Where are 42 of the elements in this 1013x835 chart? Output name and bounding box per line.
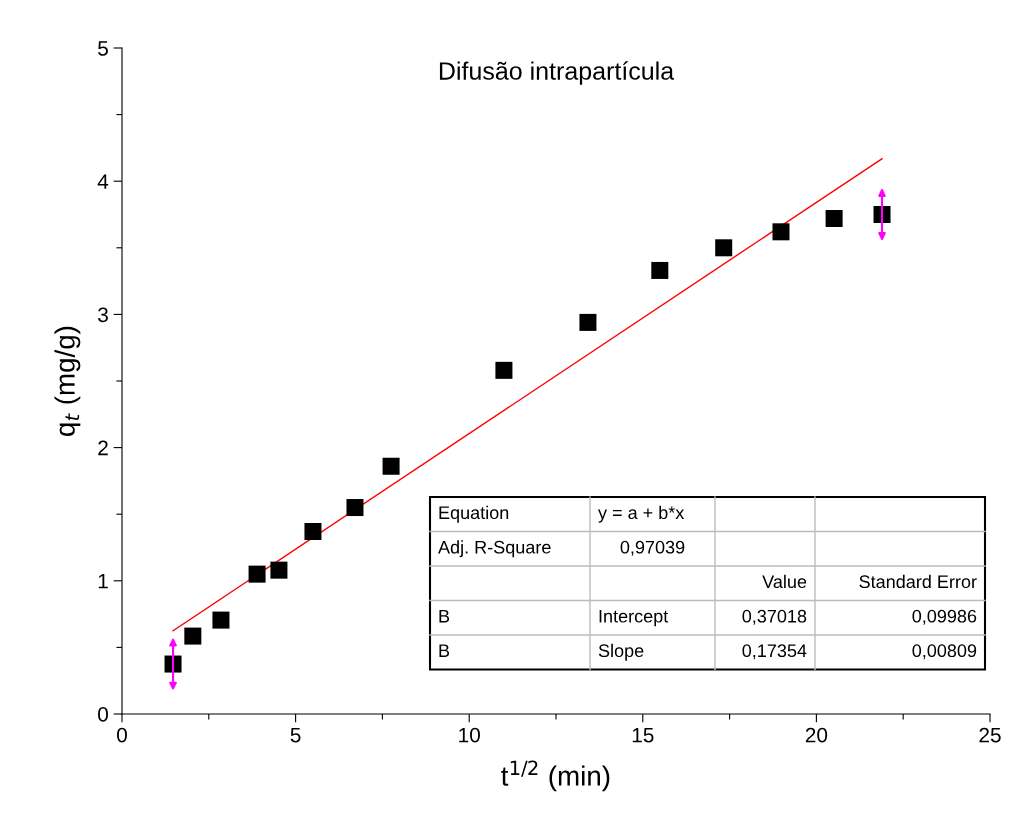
annotation: B bbox=[439, 644, 450, 657]
point bbox=[346, 499, 364, 517]
point bbox=[495, 361, 513, 379]
annotation: Equation bbox=[439, 505, 509, 523]
annotation: Adj. R-Square bbox=[438, 540, 551, 558]
x-tick-label: 25 bbox=[979, 727, 1001, 743]
point bbox=[212, 611, 230, 629]
y-tick-label: 0 bbox=[98, 707, 108, 722]
x-axis-title: t$^{1/2}$ (min) bbox=[501, 760, 610, 792]
annotation: Value bbox=[762, 574, 807, 589]
x-tick-label: 5 bbox=[290, 727, 301, 743]
y-axis-title: q$_{t}$ (mg/g) bbox=[54, 326, 81, 436]
point bbox=[715, 239, 733, 257]
y-tick-label: 1 bbox=[98, 574, 108, 589]
annotation: 0,09986 bbox=[912, 609, 977, 625]
text: Difusão intrapartícula bbox=[439, 61, 675, 85]
point bbox=[304, 523, 322, 541]
annotation: 0,00809 bbox=[912, 644, 977, 660]
annotation: y = a + b*x bbox=[598, 505, 685, 523]
point bbox=[270, 561, 288, 579]
point bbox=[825, 209, 843, 227]
point bbox=[248, 565, 266, 583]
annotation: 0,17354 bbox=[742, 644, 807, 660]
point bbox=[382, 457, 400, 475]
y-tick-label: 3 bbox=[98, 307, 108, 323]
point bbox=[184, 627, 202, 645]
annotation: 0,37018 bbox=[742, 609, 807, 625]
y-tick-label: 4 bbox=[97, 174, 109, 189]
point bbox=[651, 261, 669, 279]
annotation: Intercept bbox=[599, 610, 669, 627]
y-tick-label: 2 bbox=[98, 440, 108, 456]
x-tick-label: 20 bbox=[805, 727, 828, 743]
annotation: Slope bbox=[598, 643, 644, 661]
x-tick-label: 15 bbox=[632, 727, 654, 743]
point bbox=[579, 313, 597, 331]
x-tick-label: 10 bbox=[459, 727, 480, 743]
point bbox=[772, 223, 790, 241]
annotation: B bbox=[439, 610, 450, 623]
x-tick-label: 0 bbox=[117, 727, 127, 743]
y-tick-label: 5 bbox=[98, 41, 108, 56]
annotation: 0,97039 bbox=[620, 540, 685, 556]
annotation: Standard Error bbox=[859, 574, 977, 589]
